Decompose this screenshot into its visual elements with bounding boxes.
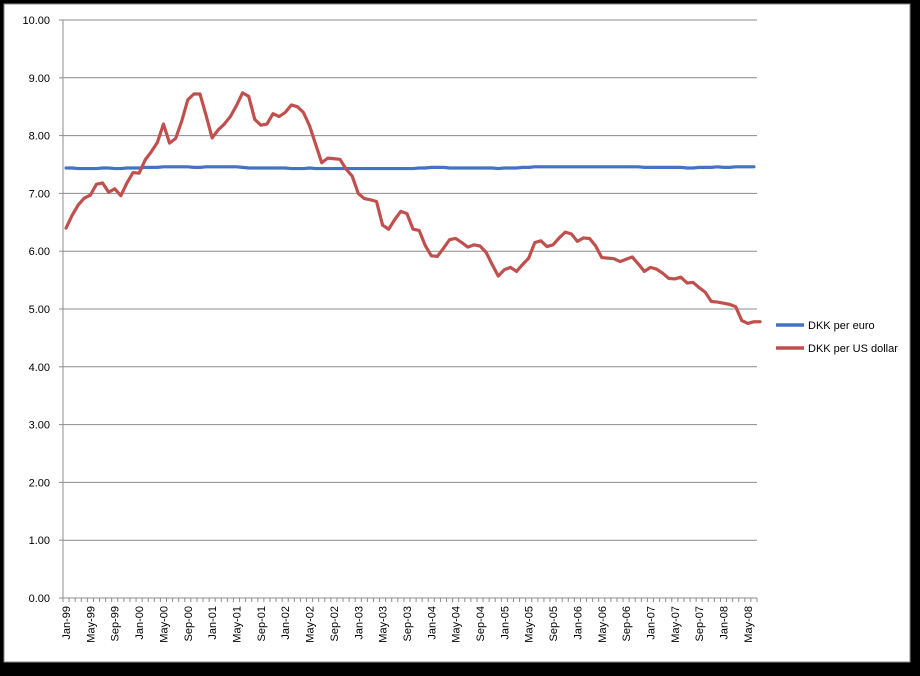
x-tick-label: Sep-99 [110, 606, 122, 641]
x-tick-label: Jan-05 [499, 606, 511, 640]
y-tick-label: 4.00 [29, 362, 50, 374]
x-tick-label: May-02 [305, 606, 317, 643]
x-tick-label: May-00 [158, 606, 170, 643]
y-tick-label: 0.00 [29, 593, 50, 605]
x-tick-label: Jan-01 [207, 606, 219, 640]
x-tick-label: May-08 [743, 606, 755, 643]
y-tick-label: 6.00 [29, 246, 50, 258]
legend-label-euro: DKK per euro [808, 320, 875, 332]
x-tick-label: May-06 [597, 606, 609, 643]
series-line-euro [64, 165, 756, 171]
x-tick-label: Jan-07 [645, 606, 657, 640]
gridlines [63, 19, 757, 599]
x-tick-label: Sep-00 [183, 606, 195, 641]
x-tick-label: May-05 [524, 606, 536, 643]
x-tick-label: May-03 [378, 606, 390, 643]
x-tick-label: Jan-06 [572, 606, 584, 640]
x-tick-label: May-07 [670, 606, 682, 643]
x-tick-label: Sep-07 [694, 606, 706, 641]
x-tick-label: Jan-02 [280, 606, 292, 640]
x-tick-label: Sep-02 [329, 606, 341, 641]
x-tick-label: Jan-08 [719, 606, 731, 640]
legend-label-usd: DKK per US dollar [808, 343, 898, 355]
y-tick-label: 7.00 [29, 188, 50, 200]
chart-area [3, 3, 911, 663]
y-tick-label: 1.00 [29, 535, 50, 547]
y-tick-label: 10.00 [22, 15, 50, 27]
x-tick-label: May-99 [85, 606, 97, 643]
y-tick-label: 8.00 [29, 131, 50, 143]
x-tick-label: Jan-99 [61, 606, 73, 640]
x-tick-label: Jan-00 [134, 606, 146, 640]
legend: DKK per euro DKK per US dollar [776, 320, 898, 355]
x-tick-label: Sep-03 [402, 606, 414, 641]
x-tick-label: Sep-04 [475, 606, 487, 641]
x-tick-label: May-04 [451, 606, 463, 643]
x-axis: Jan-99 May-99 Sep-99 Jan-00 May-00 Sep-00 Jan-… [61, 597, 758, 643]
y-tick-label: 5.00 [29, 304, 50, 316]
x-tick-label: Sep-06 [621, 606, 633, 641]
x-tick-label: Sep-01 [256, 606, 268, 641]
series-lines [64, 91, 762, 326]
x-tick-label: Jan-04 [426, 606, 438, 640]
y-axis: 0.00 1.00 2.00 3.00 4.00 5.00 6.00 7.00 8.00 9.00… [22, 15, 64, 605]
x-tick-label: Jan-03 [353, 606, 365, 640]
series-line-usd [64, 91, 762, 326]
y-tick-label: 2.00 [29, 477, 50, 489]
y-tick-label: 3.00 [29, 420, 50, 432]
y-tick-label: 9.00 [29, 73, 50, 85]
x-tick-label: May-01 [232, 606, 244, 643]
x-tick-label: Sep-05 [548, 606, 560, 641]
